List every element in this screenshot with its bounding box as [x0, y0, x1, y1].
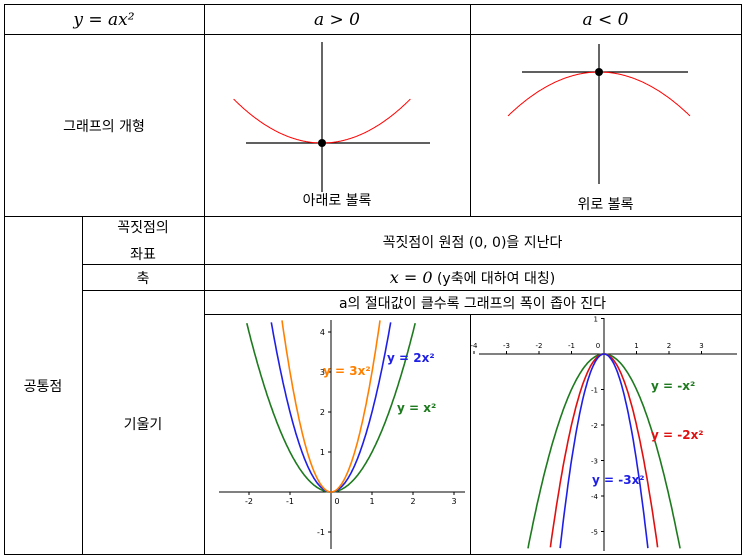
y-tick-label: -1: [317, 528, 325, 537]
parabola-down-sketch: [507, 44, 691, 184]
x-tick-label: -2: [245, 497, 253, 506]
table-row-line: [4, 34, 742, 35]
slope-description: a의 절대값이 클수록 그래프의 폭이 좁아 진다: [338, 296, 607, 312]
axis-equation: x = 0: [389, 268, 433, 287]
y-tick-label: -2: [591, 422, 598, 430]
header-formula: y = ax²: [73, 10, 135, 30]
graph-negative-a-ticks: -4 -3 -2 -1 0 1 2 3 1 -1 -2 -3 -4 -5: [471, 316, 704, 537]
table-row-line: [82, 290, 742, 291]
y-tick-label: -5: [591, 529, 598, 537]
table-border-left: [4, 4, 5, 555]
axis-symmetry-note: (y축에 대하여 대칭): [436, 271, 556, 287]
x-tick-label: 1: [369, 497, 374, 506]
y-tick-label: -4: [591, 493, 599, 501]
y-tick-label: -1: [591, 387, 598, 395]
parabola-up-sketch: [233, 42, 430, 192]
y-tick-label: -3: [591, 458, 598, 466]
table-row-line: [4, 216, 742, 217]
caption-convex-down: 아래로 볼록: [302, 193, 372, 209]
row-label-common: 공통점: [23, 379, 63, 395]
curve-y-eq-neg-3x2: [559, 353, 649, 549]
table-border-bottom: [4, 554, 742, 555]
x-tick-label: 0: [334, 497, 339, 506]
caption-convex-up: 위로 볼록: [577, 197, 634, 213]
vertex-description: 꼭짓점이 원점 (0, 0)을 지난다: [382, 235, 563, 251]
header-a-negative: a < 0: [582, 10, 629, 30]
axis-label: 축: [136, 271, 150, 287]
x-tick-label: -1: [568, 342, 575, 350]
x-tick-label: 3: [451, 497, 456, 506]
table-border-right: [741, 4, 742, 555]
y-tick-label: 2: [320, 408, 325, 417]
label-y-eq-2x2: y = 2x²: [387, 351, 435, 365]
graph-negative-a: -4 -3 -2 -1 0 1 2 3 1 -1 -2 -3 -4 -5 y = -x² y = -2x²…: [471, 316, 737, 551]
label-y-eq-x2: y = x²: [397, 401, 436, 415]
x-tick-label: 1: [634, 342, 638, 350]
graph-positive-a: -2 -1 0 1 2 3 -1 1 2 3 4 y = 3x² y = 2x² y = x²: [219, 320, 465, 549]
slope-label: 기울기: [123, 417, 163, 433]
curve-y-eq-3x2: [281, 320, 381, 493]
x-tick-label: -3: [503, 342, 510, 350]
header-a-positive: a > 0: [313, 10, 360, 30]
vertex-label-line1: 꼭짓점의: [117, 220, 169, 236]
x-tick-label: -2: [536, 342, 543, 350]
x-tick-label: 2: [667, 342, 671, 350]
row-label-shape: 그래프의 개형: [63, 119, 145, 135]
vertex-label-line2: 좌표: [130, 247, 156, 263]
label-y-eq-neg-3x2: y = -3x²: [592, 473, 645, 487]
x-tick-label: 3: [699, 342, 703, 350]
y-tick-label: 4: [320, 328, 325, 337]
graph-positive-a-ticks: -2 -1 0 1 2 3 -1 1 2 3 4: [245, 328, 457, 537]
label-y-eq-3x2: y = 3x²: [323, 364, 371, 378]
y-tick-label: 1: [320, 448, 325, 457]
table-row-line: [82, 264, 742, 265]
label-y-eq-neg-2x2: y = -2x²: [651, 428, 704, 442]
label-y-eq-neg-x2: y = -x²: [651, 379, 695, 393]
x-tick-label: 2: [410, 497, 415, 506]
x-tick-label: 0: [596, 342, 600, 350]
table-row-line: [204, 314, 742, 315]
table-border-top: [4, 4, 742, 5]
table-col-line: [470, 4, 471, 216]
table-col-line: [470, 314, 471, 555]
axis-description: x = 0 (y축에 대하여 대칭): [204, 268, 741, 288]
y-tick-label: 3: [320, 368, 325, 377]
y-tick-label: 1: [594, 316, 598, 324]
table-col-line: [204, 4, 205, 555]
table-col-line: [82, 216, 83, 555]
x-tick-label: -1: [286, 497, 294, 506]
x-tick-label: -4: [471, 342, 478, 350]
